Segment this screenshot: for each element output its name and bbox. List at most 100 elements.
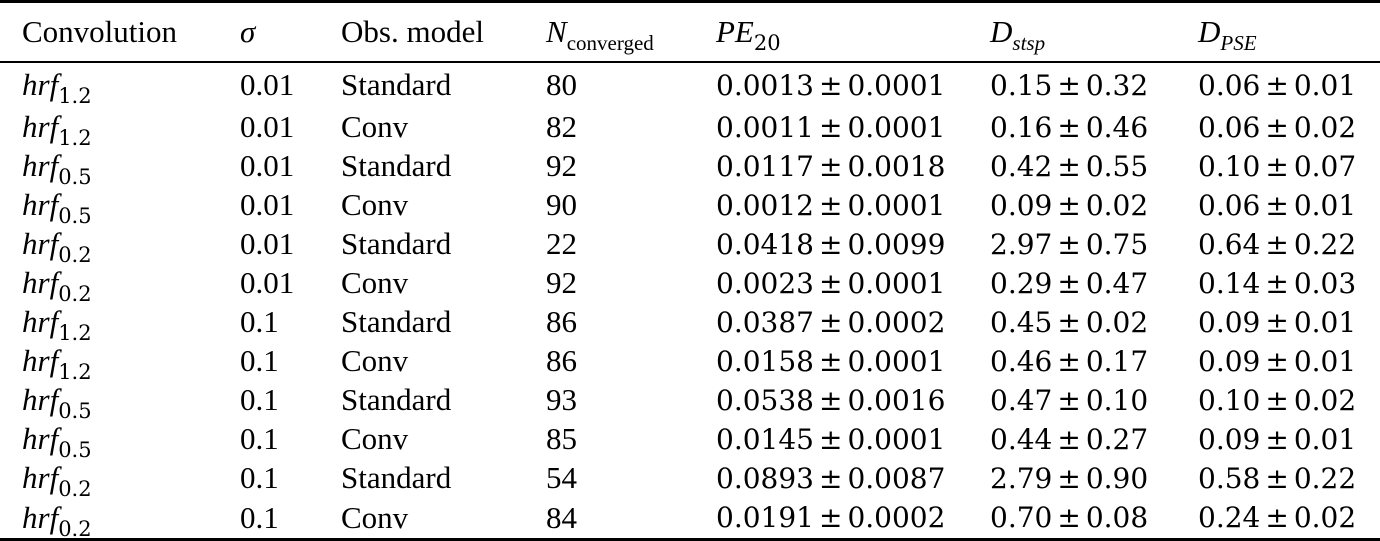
- cell-d-stsp: 2.97 ±0.75: [968, 225, 1176, 264]
- pe20-mean: 0.0013: [716, 68, 814, 102]
- convolution-sub: 0.2: [58, 477, 92, 501]
- pe20-mean: 0.0158: [716, 344, 814, 378]
- pm-symbol: ±: [818, 227, 843, 261]
- cell-pe20: 0.0023 ±0.0001: [694, 264, 968, 303]
- pe20-mean: 0.0012: [716, 188, 814, 222]
- pe20-sd: 0.0001: [847, 422, 946, 456]
- pm-symbol: ±: [1057, 461, 1081, 495]
- pe20-mean: 0.0023: [716, 266, 814, 300]
- pm-symbol: ±: [1057, 422, 1081, 456]
- cell-pe20: 0.0538 ±0.0016: [694, 381, 968, 420]
- d-pse-sd: 0.22: [1293, 461, 1357, 495]
- header-n-converged: Nconverged: [546, 13, 654, 55]
- d-pse-mean: 0.06: [1198, 68, 1261, 102]
- cell-d-stsp: 0.70 ±0.08: [968, 498, 1176, 540]
- cell-obs-model: Conv: [341, 421, 409, 456]
- d-pse-sd: 0.22: [1293, 227, 1357, 261]
- convolution-base: hrf: [22, 148, 59, 183]
- cell-d-pse: 0.09 ±0.01: [1176, 420, 1380, 459]
- cell-d-stsp: 0.15 ±0.32: [968, 62, 1176, 108]
- cell-d-stsp: 0.09 ±0.02: [968, 186, 1176, 225]
- cell-convolution: hrf0.5: [0, 381, 218, 422]
- convolution-sub: 1.2: [58, 360, 92, 384]
- cell-obs-model: Standard: [341, 460, 452, 495]
- cell-d-stsp: 0.46 ±0.17: [968, 342, 1176, 381]
- convolution-base: hrf: [22, 460, 59, 495]
- d-stsp-sd: 0.75: [1085, 227, 1149, 261]
- d-pse-sd: 0.01: [1293, 422, 1357, 456]
- cell-sigma: 0.1: [240, 343, 279, 378]
- cell-d-stsp: 2.79 ±0.90: [968, 459, 1176, 498]
- d-stsp-sd: 0.02: [1085, 305, 1149, 339]
- d-stsp-sd: 0.32: [1085, 68, 1149, 102]
- header-row: Convolution σ Obs. model Nconverged PE20…: [0, 1, 1380, 62]
- d-pse-mean: 0.06: [1198, 110, 1261, 144]
- pe20-sd: 0.0087: [847, 461, 946, 495]
- pm-symbol: ±: [1265, 305, 1289, 339]
- pe20-sd: 0.0001: [847, 188, 946, 222]
- cell-d-stsp: 0.47 ±0.10: [968, 381, 1176, 420]
- cell-convolution: hrf1.2: [0, 62, 218, 108]
- d-stsp-sd: 0.27: [1085, 422, 1149, 456]
- d-pse-sd: 0.03: [1293, 266, 1357, 300]
- pm-symbol: ±: [1265, 422, 1289, 456]
- d-stsp-sd: 0.46: [1085, 110, 1149, 144]
- table-row: hrf0.2 0.01 Standard 22 0.0418 ±0.0099 2.97 ±0.…: [0, 225, 1380, 266]
- pe20-sd: 0.0018: [847, 149, 946, 183]
- cell-d-pse: 0.58 ±0.22: [1176, 459, 1380, 498]
- cell-pe20: 0.0011 ±0.0001: [694, 108, 968, 147]
- cell-sigma: 0.1: [240, 499, 279, 535]
- convolution-sub: 1.2: [58, 84, 92, 108]
- d-stsp-sd: 0.08: [1085, 501, 1149, 535]
- convolution-sub: 0.2: [58, 516, 92, 541]
- pm-symbol: ±: [1057, 227, 1081, 261]
- pm-symbol: ±: [818, 461, 843, 495]
- cell-pe20: 0.0013 ±0.0001: [694, 62, 968, 108]
- d-stsp-mean: 0.16: [990, 110, 1053, 144]
- convolution-base: hrf: [22, 187, 59, 222]
- cell-n-converged: 84: [546, 499, 577, 535]
- pe20-mean: 0.0418: [716, 227, 814, 261]
- convolution-sub: 1.2: [58, 126, 92, 150]
- cell-d-pse: 0.10 ±0.07: [1176, 147, 1380, 186]
- cell-d-pse: 0.24 ±0.02: [1176, 498, 1380, 540]
- d-pse-mean: 0.58: [1198, 461, 1261, 495]
- pm-symbol: ±: [818, 344, 843, 378]
- cell-convolution: hrf1.2: [0, 342, 218, 384]
- d-pse-mean: 0.10: [1198, 149, 1261, 183]
- convolution-base: hrf: [22, 343, 59, 378]
- d-stsp-mean: 2.79: [990, 461, 1053, 495]
- cell-d-pse: 0.09 ±0.01: [1176, 342, 1380, 381]
- d-stsp-mean: 2.97: [990, 227, 1053, 261]
- cell-obs-model: Conv: [341, 187, 409, 222]
- cell-obs-model: Conv: [341, 109, 409, 144]
- cell-sigma: 0.1: [240, 382, 279, 417]
- d-pse-mean: 0.09: [1198, 305, 1261, 339]
- pm-symbol: ±: [1265, 461, 1289, 495]
- d-pse-sd: 0.02: [1293, 501, 1357, 535]
- pe20-sd: 0.0001: [847, 110, 946, 144]
- d-stsp-mean: 0.42: [990, 149, 1053, 183]
- pm-symbol: ±: [1265, 266, 1289, 300]
- cell-n-converged: 80: [546, 67, 577, 102]
- pm-symbol: ±: [1057, 344, 1081, 378]
- convolution-base: hrf: [22, 265, 59, 300]
- table-row: hrf0.2 0.1 Conv 84 0.0191 ±0.0002 0.70 ±0.08 0.2…: [0, 498, 1380, 540]
- header-obs-model: Obs. model: [341, 13, 484, 49]
- d-pse-mean: 0.64: [1198, 227, 1261, 261]
- pm-symbol: ±: [818, 501, 843, 535]
- header-d-stsp: Dstsp: [990, 13, 1046, 55]
- cell-n-converged: 92: [546, 265, 577, 300]
- convolution-sub: 0.5: [58, 438, 92, 462]
- table-row: hrf0.5 0.01 Conv 90 0.0012 ±0.0001 0.09 ±0.02 0.…: [0, 186, 1380, 228]
- cell-n-converged: 86: [546, 343, 577, 378]
- cell-convolution: hrf0.5: [0, 420, 218, 462]
- convolution-sub: 0.5: [58, 204, 92, 228]
- d-stsp-mean: 0.15: [990, 68, 1053, 102]
- convolution-base: hrf: [22, 109, 59, 144]
- cell-pe20: 0.0012 ±0.0001: [694, 186, 968, 225]
- table-header: Convolution σ Obs. model Nconverged PE20…: [0, 1, 1380, 62]
- cell-d-stsp: 0.42 ±0.55: [968, 147, 1176, 186]
- cell-d-pse: 0.09 ±0.01: [1176, 303, 1380, 342]
